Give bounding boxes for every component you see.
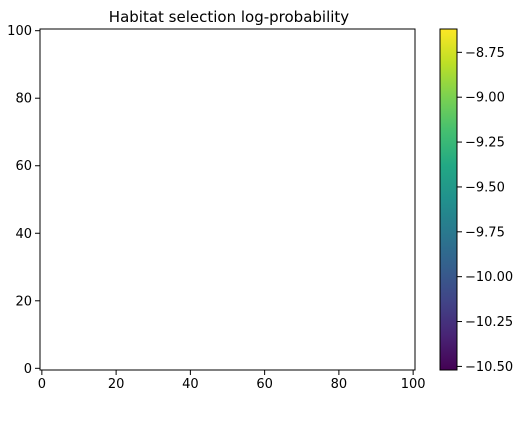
x-tick-label: 100 [401, 377, 426, 392]
y-axis: 0 20 40 60 80 100 [7, 24, 40, 377]
colorbar-tick-label: −10.25 [465, 315, 513, 330]
colorbar-tick-label: −10.50 [465, 360, 513, 375]
y-tick-label: 100 [7, 24, 32, 39]
x-tick-label: 80 [331, 377, 348, 392]
x-axis: 0 20 40 60 80 100 [38, 370, 426, 392]
x-tick-label: 60 [256, 377, 273, 392]
colorbar-tick-label: −9.75 [465, 225, 505, 240]
y-tick-label: 80 [15, 92, 32, 107]
plot-area [39, 28, 416, 371]
y-tick-label: 40 [15, 227, 32, 242]
colorbar-tick-label: −9.00 [465, 91, 505, 106]
colorbar-tick-label: −10.00 [465, 270, 513, 285]
plot-frame [39, 28, 416, 371]
x-tick-label: 40 [182, 377, 199, 392]
x-tick-label: 20 [108, 377, 125, 392]
y-tick-label: 20 [15, 294, 32, 309]
colorbar-ticks: −8.75 −9.00 −9.25 −9.50 −9.75 −10.00 −10.25 −10… [457, 46, 513, 375]
colorbar-tick-label: −8.75 [465, 46, 505, 61]
colorbar-gradient [439, 28, 458, 371]
chart-title: Habitat selection log-probability [109, 8, 350, 26]
colorbar: −8.75 −9.00 −9.25 −9.50 −9.75 −10.00 −10.25 −10… [439, 28, 513, 375]
y-tick-label: 0 [24, 362, 32, 377]
x-tick-label: 0 [38, 377, 46, 392]
colorbar-tick-label: −9.50 [465, 180, 505, 195]
y-tick-label: 60 [15, 159, 32, 174]
colorbar-tick-label: −9.25 [465, 136, 505, 151]
